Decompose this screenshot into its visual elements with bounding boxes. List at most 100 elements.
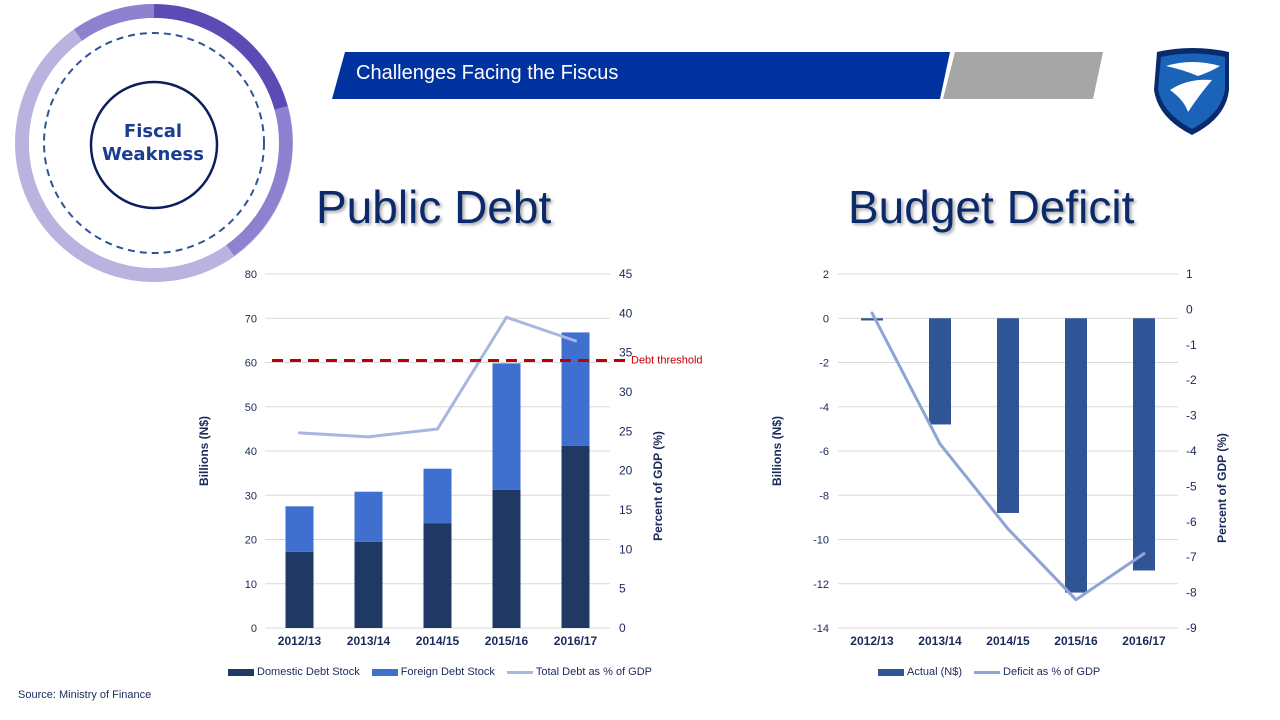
bar-actual (997, 318, 1019, 513)
y-tick-label: 50 (245, 402, 257, 414)
legend-item-actual: Actual (N$) (878, 666, 962, 678)
x-tick-label: 2014/15 (416, 634, 460, 648)
y2-tick-label: 20 (619, 464, 633, 478)
point-debt-pct (298, 431, 301, 435)
point-deficit-pct (938, 442, 942, 446)
bar-domestic (354, 541, 383, 628)
grey-banner (943, 52, 1103, 99)
bar-foreign (285, 506, 314, 552)
bar-foreign (423, 468, 452, 524)
public-debt-title: Public Debt (316, 181, 552, 233)
budget-deficit-legend: Actual (N$) Deficit as % of GDP (878, 666, 1112, 678)
y2-tick-label: -9 (1186, 621, 1197, 635)
y2-tick-label: -2 (1186, 373, 1197, 387)
x-tick-label: 2015/16 (485, 634, 529, 648)
y2-tick-label: 5 (619, 582, 626, 596)
point-debt-pct (367, 435, 370, 439)
y2-tick-label: -4 (1186, 444, 1197, 458)
legend-swatch-debt-pct (506, 670, 533, 674)
legend-label-domestic: Domestic Debt Stock (257, 666, 360, 678)
y2-tick-label: 40 (619, 306, 633, 320)
y-tick-label: 10 (245, 579, 257, 591)
y-tick-label: -12 (813, 579, 829, 591)
legend-swatch-actual (878, 668, 904, 676)
point-debt-pct (574, 339, 577, 343)
legend-label-foreign: Foreign Debt Stock (400, 666, 495, 678)
bar-domestic (561, 445, 590, 628)
bar-foreign (492, 363, 521, 490)
point-deficit-pct (1006, 527, 1010, 531)
legend-label-deficit-pct: Deficit as % of GDP (1003, 666, 1101, 678)
y-tick-label: 70 (245, 313, 257, 325)
x-tick-label: 2012/13 (850, 634, 894, 648)
budget-deficit-chart: 2 0 -2 -4 -6 -8 -10 -12 -14 1 0 -1 -2 -3 -4 -5 -6 -7 -8 -9 B… (770, 267, 1229, 648)
bar-foreign (354, 491, 383, 542)
y2-tick-label: 10 (619, 542, 633, 556)
y2-tick-label: -7 (1186, 550, 1197, 564)
y2-tick-label: 15 (619, 503, 633, 517)
badge-text: Fiscal Weakness (88, 120, 218, 166)
bar-domestic (492, 489, 521, 628)
bar-actual (1133, 318, 1155, 571)
header-graphics (15, 3, 1229, 282)
y2-axis-label: Percent of GDP (%) (1215, 433, 1229, 543)
y-tick-label: 60 (245, 358, 257, 370)
bar-domestic (285, 551, 314, 628)
y2-tick-label: 30 (619, 385, 633, 399)
ring-decoration (15, 3, 293, 282)
y2-tick-label: 45 (619, 267, 633, 281)
badge-line-2: Weakness (102, 144, 204, 165)
public-debt-chart: 0 10 20 30 40 50 60 70 80 0 5 10 15 20 25 30 35 40 45 Billi… (197, 267, 703, 648)
y2-axis-label: Percent of GDP (%) (651, 431, 665, 541)
banner-title: Challenges Facing the Fiscus (356, 62, 619, 84)
threshold-label: Debt threshold (631, 355, 703, 367)
point-debt-pct (505, 315, 508, 319)
y-tick-label: -10 (813, 535, 829, 547)
x-tick-label: 2013/14 (347, 634, 391, 648)
y-tick-label: -14 (813, 623, 829, 635)
y-tick-label: -4 (819, 402, 829, 414)
legend-swatch-foreign (371, 668, 398, 676)
y-tick-label: -2 (819, 358, 829, 370)
standard-bank-shield-logo-icon (1154, 48, 1229, 135)
bar-actual (929, 318, 951, 425)
y2-tick-label: -3 (1186, 409, 1197, 423)
legend-item-domestic: Domestic Debt Stock (228, 666, 360, 678)
point-debt-pct (436, 427, 439, 431)
public-debt-legend: Domestic Debt Stock Foreign Debt Stock T… (228, 666, 664, 678)
y-axis-label: Billions (N$) (770, 416, 784, 486)
x-tick-label: 2016/17 (1122, 634, 1166, 648)
y2-tick-label: -8 (1186, 586, 1197, 600)
y2-tick-label: -6 (1186, 515, 1197, 529)
y-tick-label: 0 (823, 313, 829, 325)
y-tick-label: -8 (819, 490, 829, 502)
bar-domestic (423, 523, 452, 628)
y-tick-label: -6 (819, 446, 829, 458)
bar-actual (861, 318, 883, 321)
badge-line-1: Fiscal (123, 121, 183, 142)
x-tick-label: 2016/17 (554, 634, 598, 648)
legend-swatch-deficit-pct (974, 670, 1001, 674)
y2-tick-label: 0 (619, 621, 626, 635)
y-axis-label: Billions (N$) (197, 416, 211, 486)
bar-actual (1065, 318, 1087, 593)
x-tick-label: 2013/14 (918, 634, 962, 648)
y2-tick-label: -1 (1186, 338, 1197, 352)
legend-item-foreign: Foreign Debt Stock (371, 666, 495, 678)
point-deficit-pct (1142, 552, 1146, 556)
legend-swatch-domestic (228, 668, 254, 676)
legend-item-deficit-pct: Deficit as % of GDP (974, 666, 1100, 678)
x-tick-label: 2015/16 (1054, 634, 1098, 648)
legend-label-actual: Actual (N$) (907, 666, 963, 678)
bar-foreign (561, 332, 590, 446)
y-tick-label: 20 (245, 535, 257, 547)
y-tick-label: 2 (823, 269, 829, 281)
y2-tick-label: 35 (619, 346, 633, 360)
title-banner (332, 52, 950, 99)
legend-label-debt-pct: Total Debt as % of GDP (535, 666, 653, 678)
line-debt-pct (299, 315, 576, 439)
point-deficit-pct (1074, 598, 1078, 602)
y-tick-label: 0 (251, 623, 257, 635)
x-tick-label: 2014/15 (986, 634, 1030, 648)
point-deficit-pct (870, 311, 874, 315)
